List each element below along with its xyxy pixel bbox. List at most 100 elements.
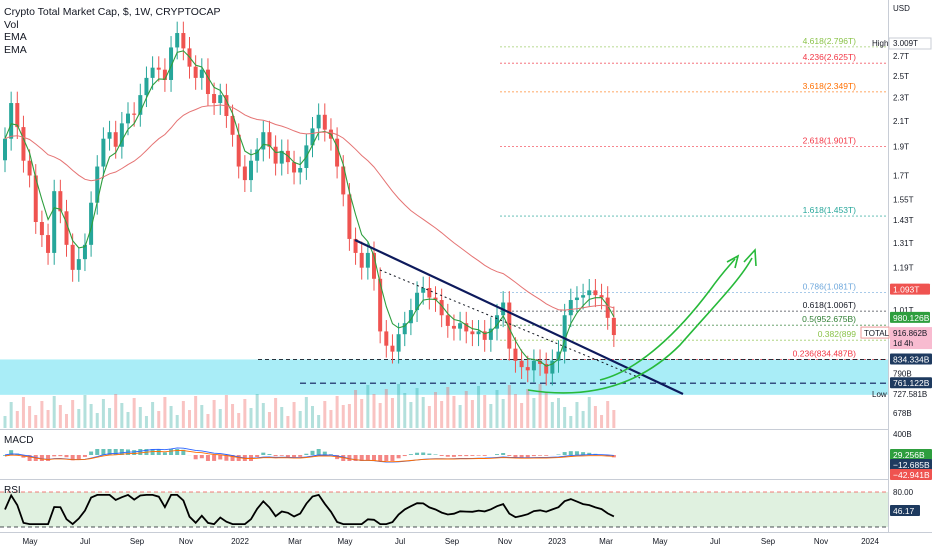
candle-body [384,331,389,346]
volume-bar [434,392,437,428]
macd-histogram-bar [365,455,370,461]
macd-histogram-bar [574,451,579,455]
candle-body [101,138,106,167]
candle-body [89,202,94,245]
volume-bar [138,407,142,428]
candle-body [427,288,432,298]
volume-bar [163,397,167,428]
rsi-label[interactable]: RSI [4,485,21,496]
chart-title[interactable]: Crypto Total Market Cap, $, 1W, CRYPTOCA… [4,6,221,18]
candle-body [205,69,210,95]
macd-histogram-bar [408,454,413,455]
volume-bar [612,410,616,428]
macd-histogram-bar [199,455,204,459]
macd-histogram-bar [353,455,358,461]
candle-body [593,290,598,296]
volume-bar [280,407,284,428]
macd-histogram-bar [193,455,198,460]
volume-bar [9,402,13,428]
volume-bar [58,405,62,428]
macd-tag-1-box [890,449,932,460]
macd-histogram-bar [458,455,463,457]
candle-body [322,114,327,130]
macd-histogram-bar [224,455,229,461]
candle-body [15,103,20,128]
macd-pane [0,430,888,479]
fib-label: 2.618(1.901T) [803,136,857,146]
candle-body [513,348,518,361]
volume-bar [89,404,93,428]
candle-body [249,160,253,181]
study-ema-2[interactable]: EMA [4,44,27,56]
macd-histogram-bar [451,455,456,457]
rsi-pane [0,491,888,528]
macd-histogram-bar [64,455,69,458]
volume-bar [15,411,19,428]
macd-histogram-bar [402,455,407,457]
candle-body [519,360,524,368]
volume-bar [77,409,81,428]
candle-body [199,69,204,78]
volume-bar [532,398,536,428]
candle-body [359,252,364,268]
candle-body [507,302,512,349]
volume-bar [108,408,112,428]
fibonacci-levels: 4.618(2.796T) 4.236(2.625T) 3.618(2.349T) 2… [258,36,888,384]
fib-label: 0.382(899 [818,329,857,339]
macd-histogram-bar [138,449,143,455]
candle-body [599,295,604,298]
volume-bar [218,409,222,428]
macd-histogram-bar [347,455,352,461]
macd-histogram-bar [3,455,7,456]
candle-body [39,222,44,236]
candle-body [482,331,487,340]
candle-body [488,328,493,340]
candle-body [95,166,100,203]
macd-tag-2-box [890,459,932,470]
volume-bar [274,398,278,428]
macd-histogram-bar [501,453,506,455]
volume-bar [507,385,511,428]
volume-bar [243,399,247,428]
macd-label[interactable]: MACD [4,435,34,446]
candle-body [402,323,407,335]
level1-tag-box [890,353,932,365]
macd-histogram-bar [292,455,297,458]
candle-body [156,67,161,70]
volume-bar [175,415,179,428]
macd-histogram-bar [464,455,469,457]
volume-bar [21,397,25,428]
volume-bar [132,398,136,428]
price-axis-tick: 1.7T [893,171,909,180]
study-vol[interactable]: Vol [4,19,19,31]
macd-histogram-bar [230,455,235,461]
macd-histogram-bar [39,455,44,461]
candle-body [113,132,118,147]
volume-bar [378,403,382,428]
study-ema-1[interactable]: EMA [4,31,27,43]
high-label: High [872,39,888,48]
macd-histogram-bar [310,450,315,455]
candle-body [82,244,87,260]
volume-bar [28,406,32,428]
candle-body [3,138,7,161]
volume-bar [188,410,191,428]
candle-body [365,252,370,268]
macd-histogram-bar [107,449,112,455]
candle-body [587,290,592,296]
support-zones [0,359,888,395]
volume-bar [286,416,290,428]
macd-histogram-bar [58,455,63,457]
volume-bar [304,397,308,428]
volume-bar [526,389,530,428]
volume-bar [489,404,493,428]
volume-bar [157,411,161,428]
volume-bar [477,386,481,428]
time-axis-label: 2022 [231,537,249,546]
ema-fast-tag: 980.126B [893,313,930,323]
last-price-box [890,327,932,350]
candle-body [21,127,26,161]
volume-bar [458,405,462,428]
volume-bar [83,395,87,428]
